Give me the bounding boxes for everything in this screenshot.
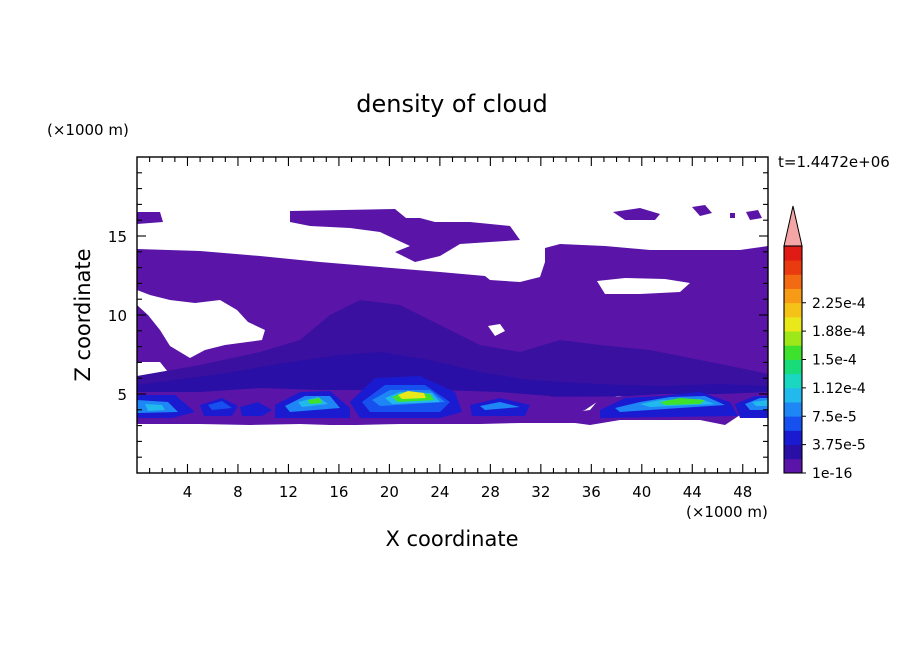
cumulus-2 <box>275 391 350 418</box>
colorbar-swatch <box>784 444 802 460</box>
x-tick-label: 20 <box>380 483 399 501</box>
y-tick-label: 5 <box>117 386 127 404</box>
x-tick-label: 4 <box>183 483 193 501</box>
colorbar-overflow-arrow <box>783 205 803 247</box>
y-axis: 5 10 15 <box>108 172 768 458</box>
high-cirrus-left <box>137 212 163 224</box>
x-axis: 4 8 12 16 20 24 28 32 36 40 44 48 <box>149 157 756 501</box>
colorbar-swatch <box>784 331 802 346</box>
cloud-gap-small <box>488 324 505 336</box>
x-tick-label: 36 <box>582 483 601 501</box>
y-unit-label: (×1000 m) <box>47 121 129 139</box>
x-tick-label: 48 <box>733 483 752 501</box>
colorbar: 1e-16 3.75e-5 7.5e-5 1.12e-4 1.5e-4 1.88e-4 2.… <box>783 205 866 482</box>
cumulus-4 <box>600 392 738 418</box>
colorbar-label: 1.12e-4 <box>812 381 866 397</box>
colorbar-swatch <box>784 246 802 261</box>
x-axis-label: X coordinate <box>385 527 518 551</box>
x-tick-label: 44 <box>683 483 702 501</box>
colorbar-swatch <box>784 430 802 446</box>
time-label: t=1.4472e+06 <box>778 153 890 171</box>
high-cirrus-dot-1 <box>692 205 712 216</box>
colorbar-swatch <box>784 359 802 375</box>
colorbar-label: 1.5e-4 <box>812 353 857 369</box>
x-tick-label: 8 <box>233 483 243 501</box>
cloud-gap-right <box>597 278 690 294</box>
y-tick-label: 10 <box>108 307 127 325</box>
colorbar-label: 2.25e-4 <box>812 296 866 312</box>
x-unit-label: (×1000 m) <box>686 503 768 521</box>
colorbar-swatch <box>784 302 802 318</box>
colorbar-swatch <box>784 260 802 275</box>
colorbar-swatch <box>784 416 802 431</box>
high-cirrus-dot-3 <box>730 213 735 218</box>
x-tick-label: 24 <box>430 483 449 501</box>
high-cirrus-mid <box>290 209 520 262</box>
colorbar-swatch <box>784 458 802 474</box>
colorbar-swatch <box>784 345 802 360</box>
colorbar-swatch <box>784 373 802 389</box>
cumulus-1 <box>137 395 195 418</box>
colorbar-label: 1.88e-4 <box>812 324 866 340</box>
high-cirrus-dot-2 <box>746 210 762 220</box>
colorbar-swatch <box>784 288 802 304</box>
plot-area <box>137 205 768 425</box>
x-tick-label: 28 <box>481 483 500 501</box>
colorbar-label: 1e-16 <box>812 466 852 482</box>
colorbar-swatch <box>784 316 802 332</box>
chart-title: density of cloud <box>356 90 547 118</box>
colorbar-label: 7.5e-5 <box>812 409 857 425</box>
colorbar-swatch <box>784 274 802 289</box>
x-tick-label: 12 <box>279 483 298 501</box>
cumulus-small-cells <box>200 398 530 416</box>
y-tick-label: 15 <box>108 228 127 246</box>
x-tick-label: 16 <box>329 483 348 501</box>
cumulus-5 <box>735 396 768 418</box>
x-tick-label: 40 <box>632 483 651 501</box>
x-tick-label: 32 <box>531 483 550 501</box>
mid-band-2 <box>137 352 768 398</box>
colorbar-label: 3.75e-5 <box>812 438 866 454</box>
colorbar-swatch <box>784 402 802 417</box>
colorbar-swatch <box>784 387 802 403</box>
y-axis-label: Z coordinate <box>71 248 95 381</box>
cumulus-3 <box>350 376 462 418</box>
high-cirrus-right <box>613 208 660 220</box>
cloud-gap-left <box>137 290 265 358</box>
